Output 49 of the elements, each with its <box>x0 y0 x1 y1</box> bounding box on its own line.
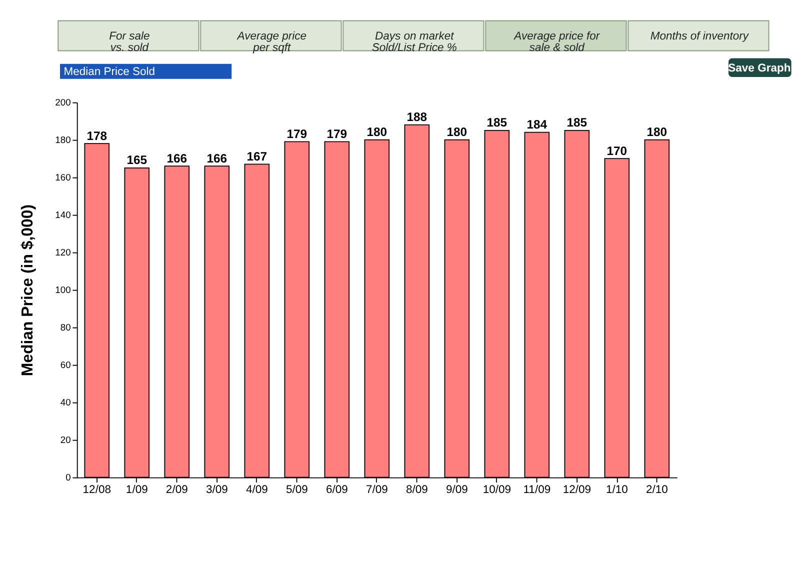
x-tick-label: 2/09 <box>166 484 188 496</box>
data-label: 166 <box>166 151 188 166</box>
y-tick-label: 80 <box>60 322 71 333</box>
x-tick-label: 1/09 <box>126 484 148 496</box>
data-label: 180 <box>366 125 388 140</box>
data-label: 170 <box>606 144 628 158</box>
x-tick-label: 2/10 <box>646 484 668 496</box>
y-tick-label: 120 <box>55 248 71 258</box>
y-tick-label: 200 <box>55 98 71 108</box>
x-tick-label: 11/09 <box>523 484 551 496</box>
data-label: 179 <box>286 126 308 141</box>
data-label: 167 <box>246 149 268 164</box>
x-tick-label: 3/09 <box>206 484 228 496</box>
y-tick-label: 180 <box>55 135 71 146</box>
y-tick-label: 100 <box>55 285 71 296</box>
x-tick-label: 10/09 <box>482 484 511 496</box>
data-label: 165 <box>126 153 148 168</box>
text: Months of inventory <box>650 30 750 43</box>
text: For sale vs. sold <box>109 30 150 54</box>
x-tick-label: 6/09 <box>326 484 348 496</box>
x-tick-label: 12/09 <box>562 484 591 496</box>
text: Save Graph <box>728 62 791 74</box>
x-tick-label: 4/09 <box>246 484 268 496</box>
data-label: 185 <box>486 116 508 130</box>
y-axis-title: Median Price (in $,000) <box>20 204 37 376</box>
x-tick-label: 7/09 <box>366 484 388 496</box>
data-label: 188 <box>406 110 428 124</box>
data-label: 178 <box>86 128 108 143</box>
data-label: 166 <box>206 151 228 166</box>
y-tick-label: 160 <box>55 172 71 183</box>
text: Average price for sale & sold <box>513 30 601 54</box>
y-tick-label: 140 <box>55 210 71 220</box>
y-tick-label: 40 <box>60 398 71 408</box>
y-tick-label: 60 <box>60 360 71 370</box>
text: Median Price Sold <box>64 66 156 78</box>
data-label: 180 <box>446 125 468 140</box>
y-tick-label: 0 <box>66 472 71 483</box>
data-label: 184 <box>526 118 548 132</box>
x-tick-label: 1/10 <box>606 484 628 496</box>
data-label: 180 <box>646 125 668 140</box>
x-tick-label: 5/09 <box>286 484 308 496</box>
x-tick-label: 8/09 <box>406 484 428 496</box>
x-tick-label: 9/09 <box>446 484 468 496</box>
y-tick-label: 20 <box>60 435 71 446</box>
text: Average price per sqft <box>236 30 307 54</box>
text: Days on market Sold/List Price % <box>372 30 457 54</box>
x-tick-label: 12/08 <box>82 484 111 496</box>
data-label: 179 <box>326 126 348 141</box>
data-label: 185 <box>566 116 588 130</box>
